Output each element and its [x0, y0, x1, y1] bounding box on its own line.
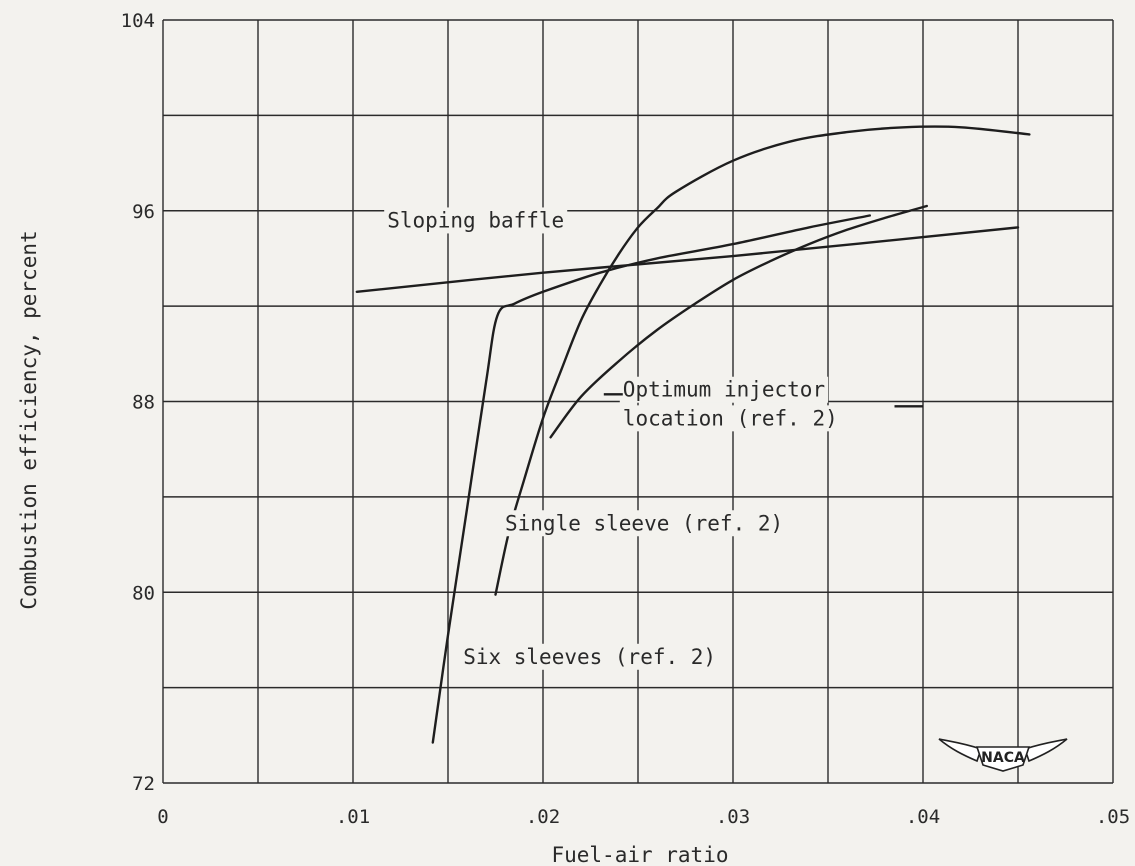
naca-logo-right-wing [1023, 738, 1068, 763]
annotation-background [460, 643, 720, 670]
annotation-background [619, 376, 829, 403]
curve-annotations: Sloping baffle Optimum injector location (… [384, 207, 841, 670]
x-tick-label: .03 [716, 806, 750, 828]
y-tick-label: 72 [132, 773, 155, 795]
naca-logo-text: NACA [981, 750, 1025, 766]
curve-annotation: Sloping baffle [387, 208, 564, 232]
series-line-2 [549, 204, 928, 439]
x-tick-label: .04 [906, 806, 940, 828]
tick-labels: 0 .01 .02 .03 .04 .05 72 80 88 96 104 [121, 10, 1130, 828]
curve-annotation: Optimum injector [623, 378, 825, 402]
x-tick-label: 0 [157, 806, 168, 828]
naca-logo: NACA [938, 738, 1068, 772]
series-line-1 [355, 226, 1020, 293]
chart-grid [162, 19, 1114, 784]
y-tick-label: 96 [132, 201, 155, 223]
annotation-leaders [603, 393, 923, 408]
series-line-3 [494, 125, 1031, 596]
x-tick-label: .05 [1096, 806, 1130, 828]
x-axis-title: Fuel-air ratio [551, 843, 728, 866]
x-tick-label: .01 [336, 806, 370, 828]
data-series [355, 125, 1031, 744]
annotation-background [384, 207, 568, 234]
curve-annotation: location (ref. 2) [623, 406, 838, 430]
annotation-background [502, 510, 787, 537]
y-tick-label: 104 [121, 10, 155, 32]
y-tick-label: 80 [132, 582, 155, 604]
y-tick-label: 88 [132, 392, 155, 414]
naca-logo-left-wing [938, 738, 983, 763]
annotation-background [619, 405, 841, 432]
y-axis-title: Combustion efficiency, percent [17, 230, 41, 609]
series-line-4 [431, 214, 871, 744]
naca-logo-badge [975, 746, 1031, 772]
x-tick-label: .02 [526, 806, 560, 828]
curve-annotation: Six sleeves (ref. 2) [463, 645, 716, 669]
curve-annotation: Single sleeve (ref. 2) [505, 511, 783, 535]
